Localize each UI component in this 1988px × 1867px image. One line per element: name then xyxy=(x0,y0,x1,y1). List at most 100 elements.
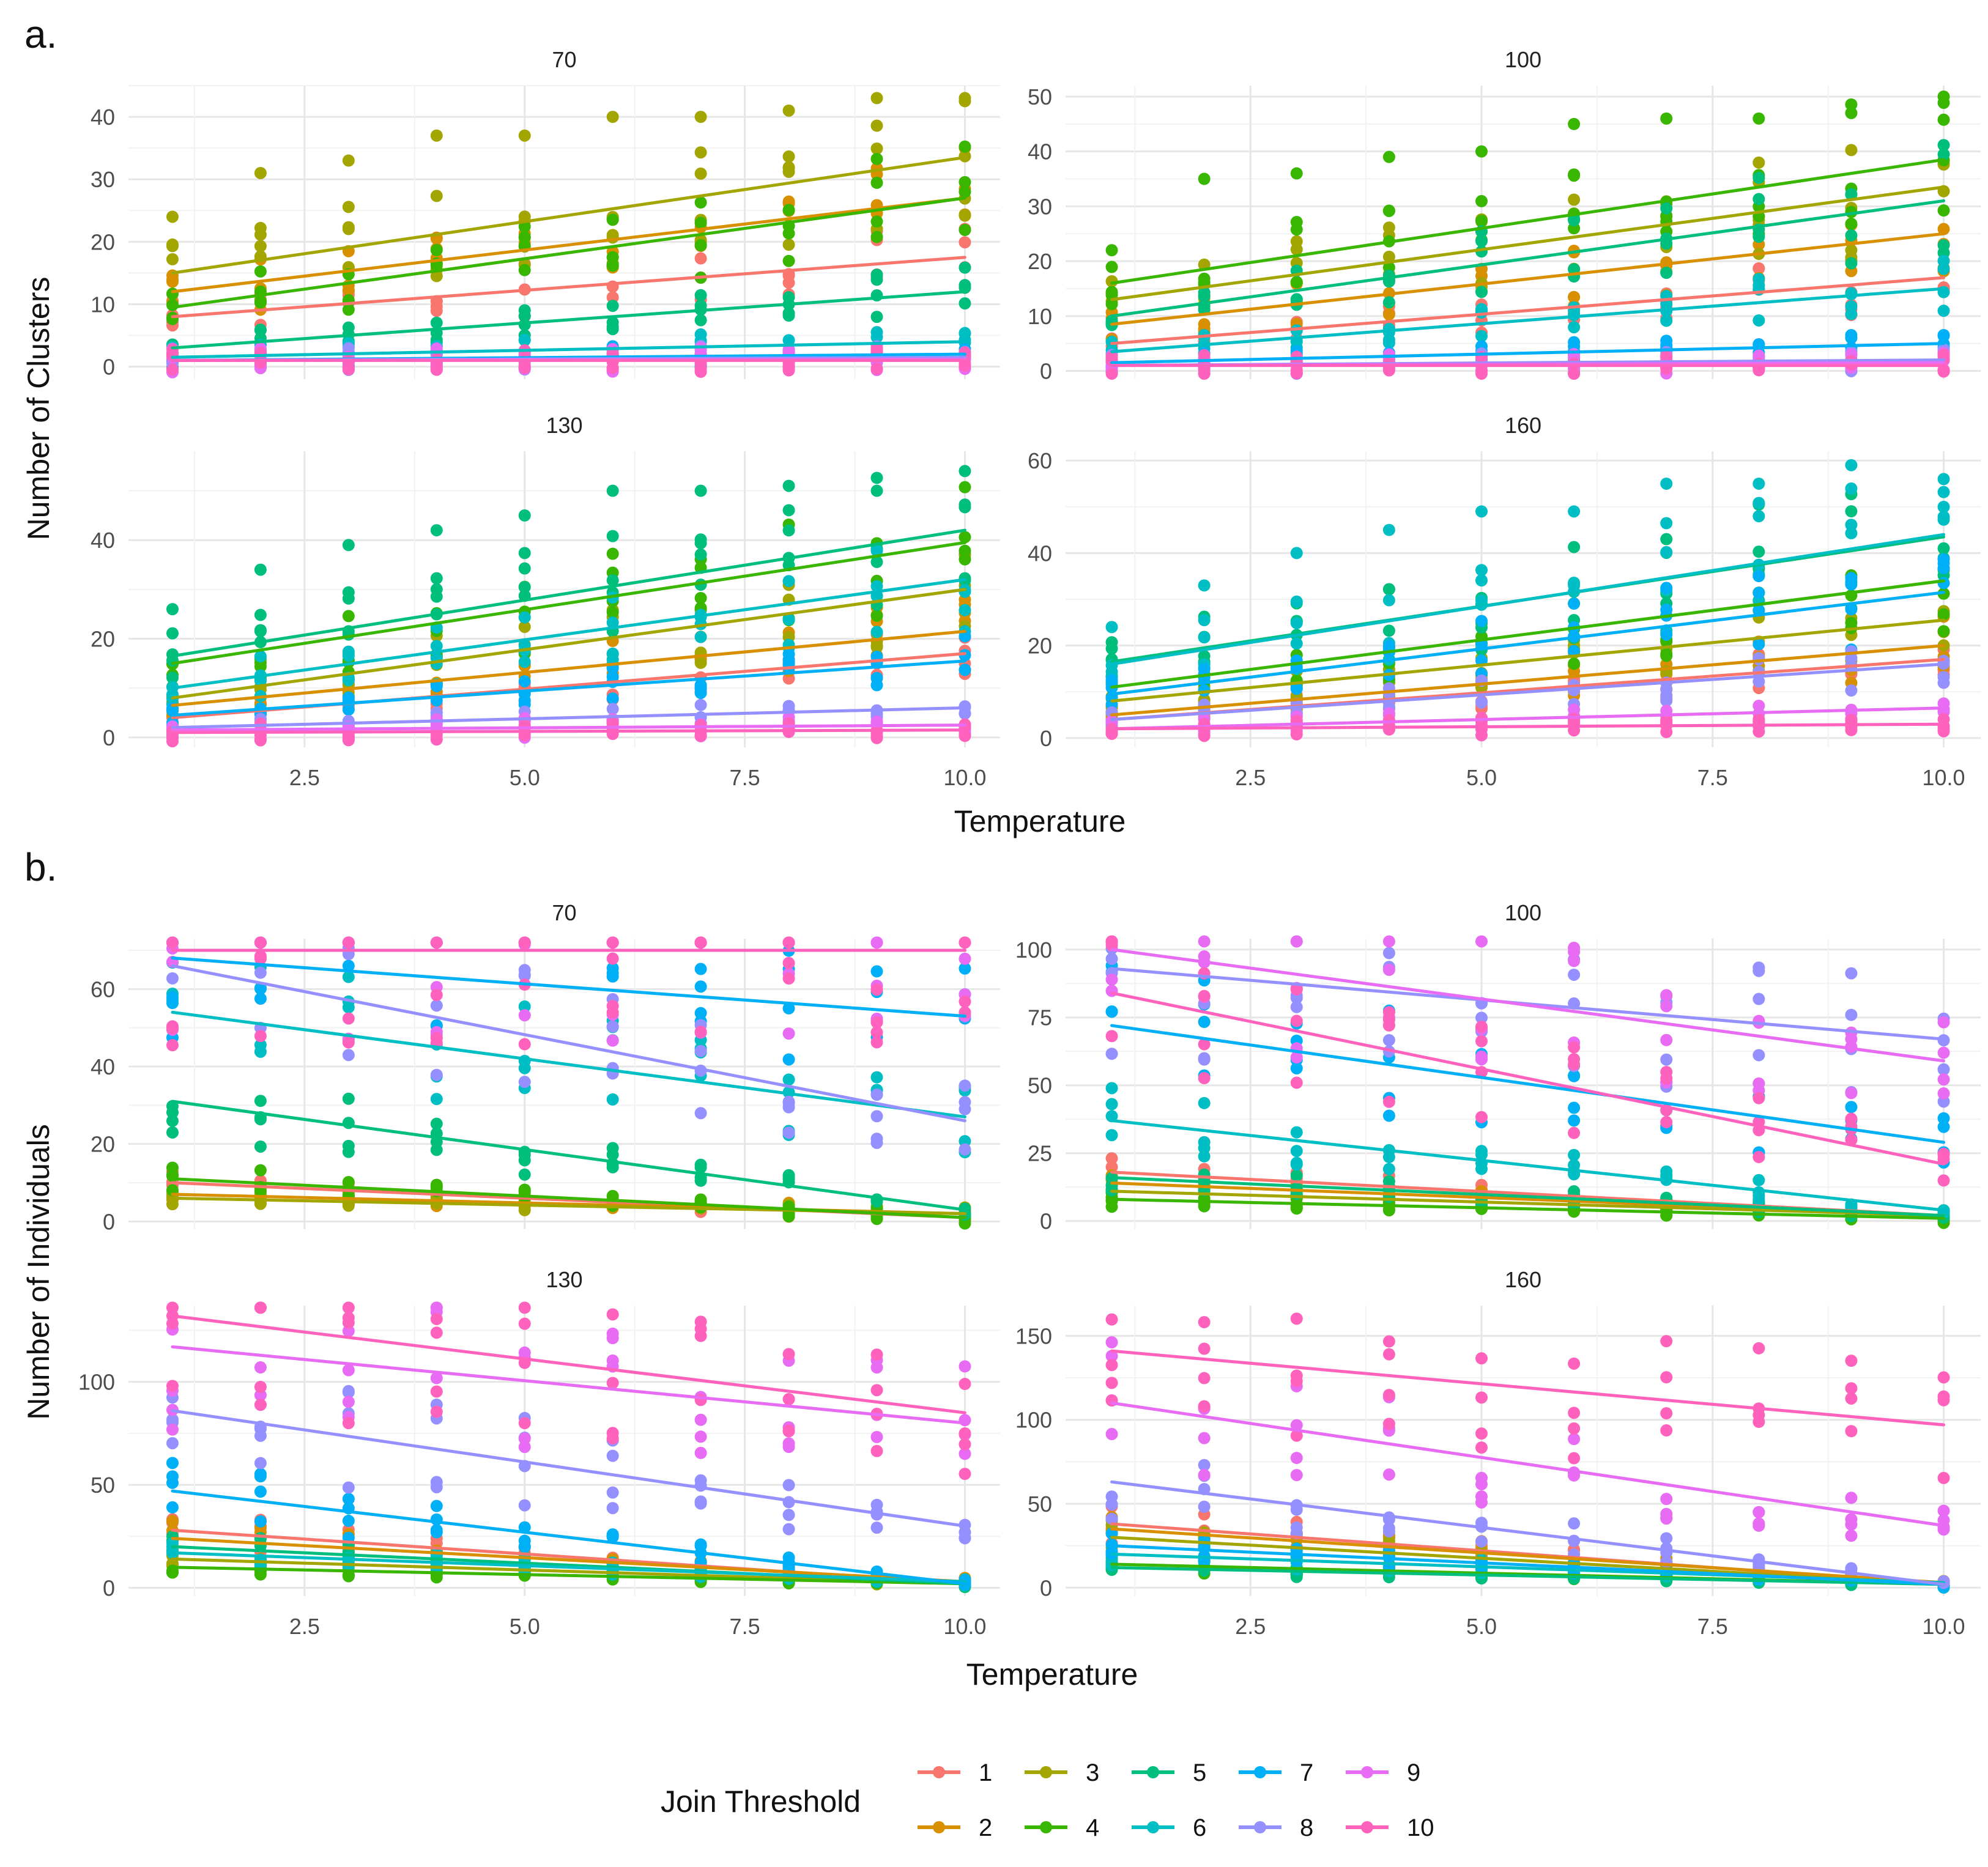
data-point-series-10 xyxy=(1937,1174,1950,1187)
data-point-series-10 xyxy=(870,1444,883,1457)
data-point-series-4 xyxy=(1937,608,1950,621)
data-point-series-3 xyxy=(342,221,355,234)
data-point-series-3 xyxy=(166,1198,179,1211)
data-point-max-series-5 xyxy=(254,563,267,576)
data-point-series-5 xyxy=(1660,533,1673,545)
data-point-series-10 xyxy=(430,1326,443,1339)
y-tick-label: 60 xyxy=(1028,448,1052,473)
fit-line-series-9 xyxy=(171,1345,966,1425)
data-point-series-10 xyxy=(959,995,971,1008)
data-point-series-5 xyxy=(694,289,707,301)
data-point-series-10 xyxy=(870,730,883,742)
data-point-series-5 xyxy=(694,548,707,561)
data-point-series-9 xyxy=(1105,1428,1118,1441)
data-point-max-series-6 xyxy=(1845,459,1858,471)
data-point-series-5 xyxy=(1382,1175,1395,1188)
data-point-series-5 xyxy=(342,321,355,334)
data-point-series-9 xyxy=(342,1325,355,1337)
facet-title: 130 xyxy=(546,413,582,438)
data-point-series-5 xyxy=(1290,293,1303,306)
data-point-series-6 xyxy=(1475,330,1488,342)
data-point-series-8 xyxy=(166,1413,179,1426)
data-point-series-10 xyxy=(1475,1441,1488,1454)
data-point-series-8 xyxy=(1845,967,1858,980)
data-point-series-10 xyxy=(1752,1092,1765,1104)
data-point-series-7 xyxy=(1475,615,1488,627)
data-point-series-10 xyxy=(1937,1371,1950,1384)
data-point-series-3 xyxy=(166,253,179,265)
x-tick-label: 7.5 xyxy=(730,1614,760,1639)
fit-line-series-6 xyxy=(1110,533,1946,666)
y-tick-label: 50 xyxy=(1028,84,1052,109)
data-point-series-6 xyxy=(1937,254,1950,267)
data-point-series-9 xyxy=(1845,1087,1858,1100)
data-point-series-4 xyxy=(1845,217,1858,230)
data-point-series-4 xyxy=(1475,194,1488,207)
facet-a-130: 130 0 20 40 2.5 5.0 7.5 10.0 xyxy=(91,413,1000,790)
panel-label-a: a. xyxy=(24,12,57,56)
data-point-series-6 xyxy=(1475,303,1488,316)
x-tick-label: 10.0 xyxy=(1923,765,1965,790)
data-point-series-10 xyxy=(870,362,883,375)
facet-title: 100 xyxy=(1505,900,1541,925)
data-point-series-8 xyxy=(782,1523,795,1536)
data-point-max-series-5 xyxy=(870,484,883,497)
data-point-series-8 xyxy=(1660,1053,1673,1066)
data-point-max-series-4 xyxy=(1568,117,1581,130)
data-point-series-10 xyxy=(342,1417,355,1430)
legend-key-label: 5 xyxy=(1193,1759,1206,1786)
legend-key-9: 9 xyxy=(1346,1759,1420,1786)
data-point-series-7 xyxy=(694,980,707,993)
fit-line-series-7 xyxy=(171,956,966,1018)
data-point-series-10 xyxy=(870,1026,883,1039)
data-point-series-7 xyxy=(1660,628,1673,641)
data-point-series-5 xyxy=(342,592,355,605)
legend: Join Threshold 1 2 3 4 5 6 7 8 9 10 xyxy=(661,1759,1434,1841)
y-tick-label: 50 xyxy=(1028,1073,1052,1098)
data-point-max-series-4 xyxy=(1752,112,1765,125)
legend-key-label: 2 xyxy=(979,1814,992,1841)
fit-line-series-8 xyxy=(171,1409,966,1528)
fit-line-series-2 xyxy=(1110,232,1946,326)
data-point-series-3 xyxy=(1568,193,1581,206)
fit-line-series-2 xyxy=(1110,644,1946,717)
data-point-series-6 xyxy=(1660,545,1673,558)
data-point-series-5 xyxy=(1937,139,1950,152)
data-point-series-5 xyxy=(870,471,883,484)
data-point-series-6 xyxy=(1290,637,1303,650)
data-point-series-10 xyxy=(1198,1316,1211,1329)
data-point-series-6 xyxy=(430,640,443,653)
data-point-max-series-6 xyxy=(1105,621,1118,634)
data-point-series-10 xyxy=(430,936,443,949)
data-point-series-6 xyxy=(1382,594,1395,607)
data-point-series-6 xyxy=(1568,1159,1581,1172)
legend-key-point xyxy=(1254,1766,1266,1778)
data-point-series-8 xyxy=(1290,991,1303,1004)
fit-line-series-4 xyxy=(171,1566,966,1586)
data-point-series-6 xyxy=(1660,1169,1673,1181)
legend-key-point xyxy=(1147,1821,1159,1833)
data-point-series-10 xyxy=(1937,1390,1950,1403)
data-point-series-3 xyxy=(959,209,971,221)
fit-line-series-10 xyxy=(171,1314,966,1414)
data-point-series-10 xyxy=(1382,723,1395,736)
data-point-series-4 xyxy=(342,610,355,623)
data-point-series-10 xyxy=(1937,723,1950,736)
data-point-series-6 xyxy=(254,650,267,663)
data-point-series-7 xyxy=(606,962,619,975)
data-point-series-8 xyxy=(1290,1000,1303,1013)
fit-line-series-3 xyxy=(171,155,966,275)
y-tick-label: 40 xyxy=(91,528,115,553)
data-point-series-6 xyxy=(870,580,883,593)
data-point-series-7 xyxy=(254,1485,267,1498)
data-point-series-5 xyxy=(1937,148,1950,161)
data-point-series-10 xyxy=(1937,348,1950,361)
data-point-series-10 xyxy=(518,1301,531,1314)
data-point-series-5 xyxy=(430,572,443,585)
fit-line-series-7 xyxy=(1110,342,1946,364)
data-point-series-7 xyxy=(1845,572,1858,585)
data-point-series-6 xyxy=(959,327,971,339)
data-point-series-5 xyxy=(1198,286,1211,299)
data-point-series-10 xyxy=(870,1036,883,1049)
data-point-series-7 xyxy=(606,692,619,705)
